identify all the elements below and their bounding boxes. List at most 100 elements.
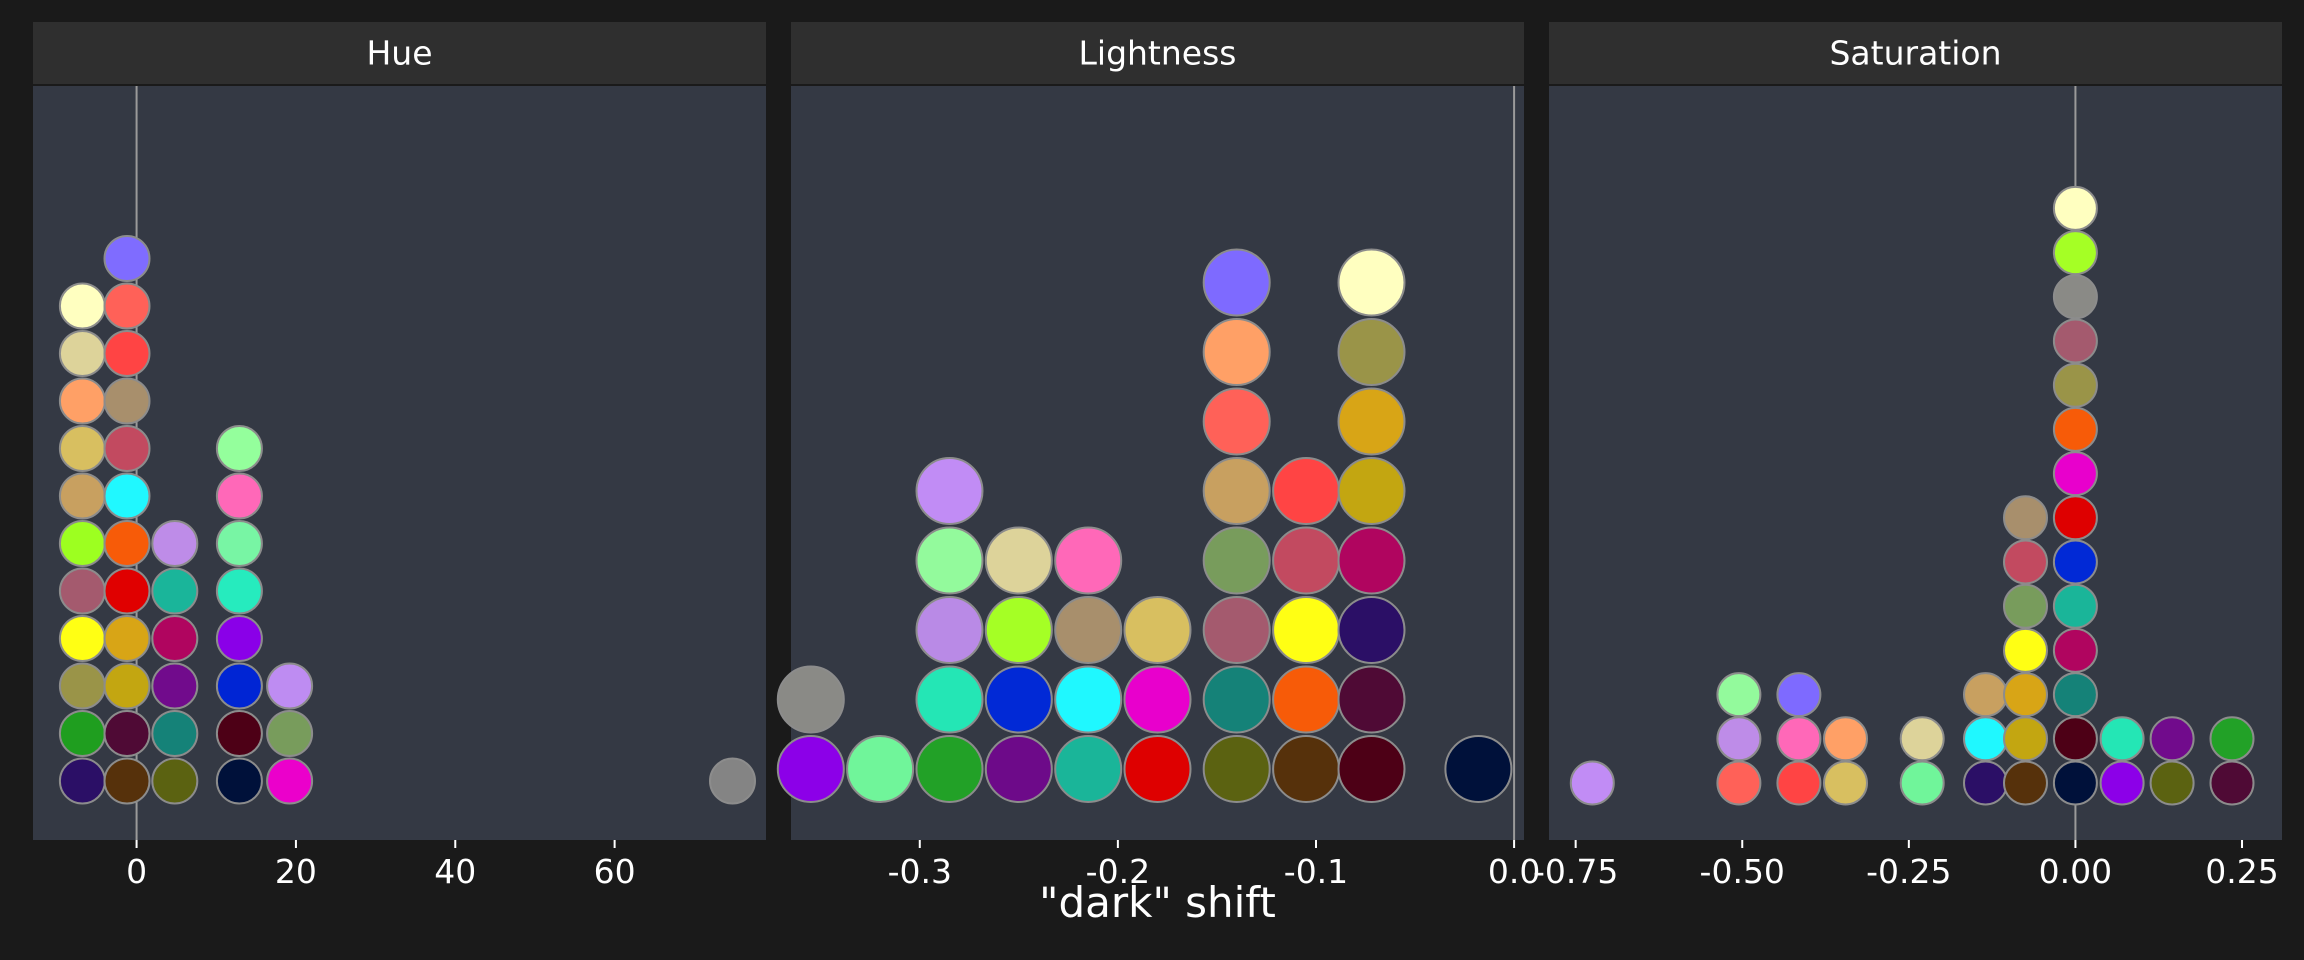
dot-lightness-4-2	[1054, 596, 1123, 664]
dot-lightness-8-0	[1337, 735, 1406, 803]
dot-saturation-7-0	[2052, 760, 2098, 806]
dot-lightness-2-4	[915, 457, 984, 525]
strip-title-lightness: Lightness	[1079, 34, 1237, 73]
tick-label-saturation-0-75: -0.75	[1533, 852, 1618, 891]
dot-saturation-8-0	[2099, 760, 2145, 806]
dot-lightness-6-7	[1202, 248, 1271, 317]
dot-lightness-6-0	[1202, 735, 1271, 803]
x-axis-ticks-lightness: -0.3 -0.2 -0.1 0.0	[888, 840, 1540, 891]
dot-lightness-6-3	[1202, 526, 1271, 595]
dot-lightness-0-0	[776, 735, 845, 803]
dot-hue-0-7	[58, 425, 106, 472]
dot-saturation-7-13	[2052, 185, 2098, 231]
dot-saturation-7-5	[2052, 539, 2098, 585]
plot-area-hue	[33, 86, 766, 840]
dot-hue-2-5	[151, 520, 199, 567]
strip-hue	[33, 22, 766, 84]
dot-lightness-8-1	[1337, 665, 1406, 734]
dot-lightness-3-2	[984, 596, 1053, 664]
dot-hue-4-0	[266, 757, 314, 805]
dot-lightness-7-1	[1272, 665, 1341, 734]
dot-saturation-7-7	[2052, 451, 2098, 497]
dot-saturation-8-1	[2099, 716, 2145, 762]
dot-lightness-3-0	[984, 735, 1053, 803]
dot-hue-3-5	[215, 520, 263, 567]
tick-label-saturation-0-00: 0.00	[2039, 852, 2112, 891]
dot-hue-4-2	[266, 662, 314, 710]
dot-hue-2-2	[151, 662, 199, 710]
dot-lightness-6-6	[1202, 318, 1271, 386]
dot-hue-1-1	[103, 710, 151, 757]
dot-hue-1-8	[103, 377, 151, 425]
dot-hue-0-5	[58, 520, 106, 567]
dot-lightness-9-0	[1444, 735, 1513, 803]
tick-label-hue-20: 20	[275, 852, 317, 891]
dot-saturation-4-1	[1899, 716, 1945, 762]
dot-hue-1-4	[103, 567, 151, 615]
dot-lightness-7-0	[1272, 735, 1341, 803]
dot-saturation-9-0	[2149, 760, 2195, 806]
dot-saturation-1-1	[1716, 716, 1762, 762]
dot-saturation-4-0	[1899, 760, 1945, 806]
dot-hue-1-11	[103, 235, 151, 282]
dots-saturation	[1569, 86, 2255, 840]
x-axis-ticks-hue: 0 20 40 60	[126, 840, 636, 891]
tick-label-hue-60: 60	[594, 852, 636, 891]
dot-saturation-6-1	[2003, 716, 2048, 762]
panel-saturation: Saturation -0.75 -0.50 -0.25 0.00 0.25	[1533, 22, 2282, 891]
dot-hue-0-1	[58, 710, 106, 757]
dot-lightness-7-3	[1272, 526, 1341, 595]
dot-hue-2-0	[151, 757, 199, 805]
dot-saturation-7-3	[2052, 627, 2098, 673]
dot-saturation-7-12	[2052, 230, 2098, 276]
dot-saturation-10-1	[2209, 716, 2255, 762]
tick-label-lightness-0-1: -0.1	[1284, 852, 1348, 891]
dot-hue-3-4	[215, 567, 263, 615]
dot-hue-3-6	[215, 472, 263, 520]
dot-lightness-4-0	[1054, 735, 1123, 803]
dot-saturation-6-3	[2003, 627, 2048, 673]
dot-hue-0-10	[58, 282, 106, 330]
dot-hue-1-0	[103, 757, 151, 805]
x-axis-title: "dark" shift	[1039, 878, 1276, 927]
dot-hue-1-3	[103, 615, 151, 662]
dot-lightness-7-4	[1272, 457, 1341, 525]
dot-lightness-8-6	[1337, 318, 1406, 386]
dots-lightness	[776, 86, 1516, 840]
dot-hue-1-6	[103, 472, 151, 520]
dot-saturation-7-6	[2052, 495, 2098, 541]
dot-saturation-7-10	[2052, 318, 2098, 364]
dot-hue-5-0	[709, 757, 756, 805]
dot-hue-0-3	[58, 615, 106, 662]
dot-hue-4-1	[266, 710, 314, 757]
dot-hue-1-2	[103, 662, 151, 710]
tick-label-hue-0: 0	[126, 852, 147, 891]
dot-lightness-6-4	[1202, 457, 1271, 525]
dot-lightness-8-4	[1337, 457, 1406, 525]
dot-hue-3-0	[215, 757, 263, 805]
dot-saturation-0-0	[1569, 760, 1615, 806]
tick-label-lightness-0-2: -0.2	[1086, 852, 1150, 891]
dot-hue-1-7	[103, 425, 151, 472]
dot-saturation-5-1	[1963, 716, 2008, 762]
dot-hue-3-2	[215, 662, 263, 710]
dot-saturation-2-0	[1776, 760, 1822, 806]
tick-label-saturation-0-25: 0.25	[2205, 852, 2278, 891]
dot-saturation-7-4	[2052, 583, 2098, 629]
tick-label-saturation-0-25: -0.25	[1866, 852, 1951, 891]
dot-hue-0-8	[58, 377, 106, 425]
dot-saturation-10-0	[2209, 760, 2255, 806]
strip-lightness	[791, 22, 1524, 84]
dots-hue	[58, 86, 756, 840]
dot-saturation-7-1	[2052, 716, 2098, 762]
strip-title-saturation: Saturation	[1829, 34, 2001, 73]
tick-label-saturation-0-50: -0.50	[1700, 852, 1785, 891]
dot-lightness-6-2	[1202, 596, 1271, 664]
dot-hue-2-1	[151, 710, 199, 757]
dot-hue-1-9	[103, 330, 151, 377]
dot-lightness-3-1	[984, 665, 1053, 734]
dot-lightness-4-1	[1054, 665, 1123, 734]
dot-lightness-4-3	[1054, 526, 1123, 595]
dot-hue-3-3	[215, 615, 263, 662]
dot-hue-0-0	[58, 757, 106, 805]
